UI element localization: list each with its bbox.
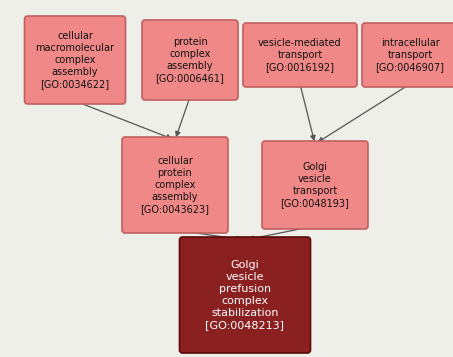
Text: cellular
protein
complex
assembly
[GO:0043623]: cellular protein complex assembly [GO:00… [140, 156, 209, 214]
FancyBboxPatch shape [243, 23, 357, 87]
Text: cellular
macromolecular
complex
assembly
[GO:0034622]: cellular macromolecular complex assembly… [35, 31, 115, 89]
FancyArrowPatch shape [301, 87, 315, 140]
Text: Golgi
vesicle
transport
[GO:0048193]: Golgi vesicle transport [GO:0048193] [280, 162, 349, 208]
Text: Golgi
vesicle
prefusion
complex
stabilization
[GO:0048213]: Golgi vesicle prefusion complex stabiliz… [206, 260, 284, 330]
Text: protein
complex
assembly
[GO:0006461]: protein complex assembly [GO:0006461] [155, 37, 224, 83]
FancyBboxPatch shape [362, 23, 453, 87]
Text: intracellular
transport
[GO:0046907]: intracellular transport [GO:0046907] [376, 38, 444, 72]
FancyBboxPatch shape [179, 237, 310, 353]
FancyBboxPatch shape [24, 16, 125, 104]
FancyArrowPatch shape [249, 227, 312, 241]
FancyArrowPatch shape [176, 100, 189, 136]
FancyBboxPatch shape [142, 20, 238, 100]
FancyArrowPatch shape [178, 230, 241, 241]
FancyArrowPatch shape [318, 85, 408, 142]
FancyBboxPatch shape [122, 137, 228, 233]
FancyBboxPatch shape [262, 141, 368, 229]
Text: vesicle-mediated
transport
[GO:0016192]: vesicle-mediated transport [GO:0016192] [258, 38, 342, 72]
FancyArrowPatch shape [77, 102, 171, 139]
